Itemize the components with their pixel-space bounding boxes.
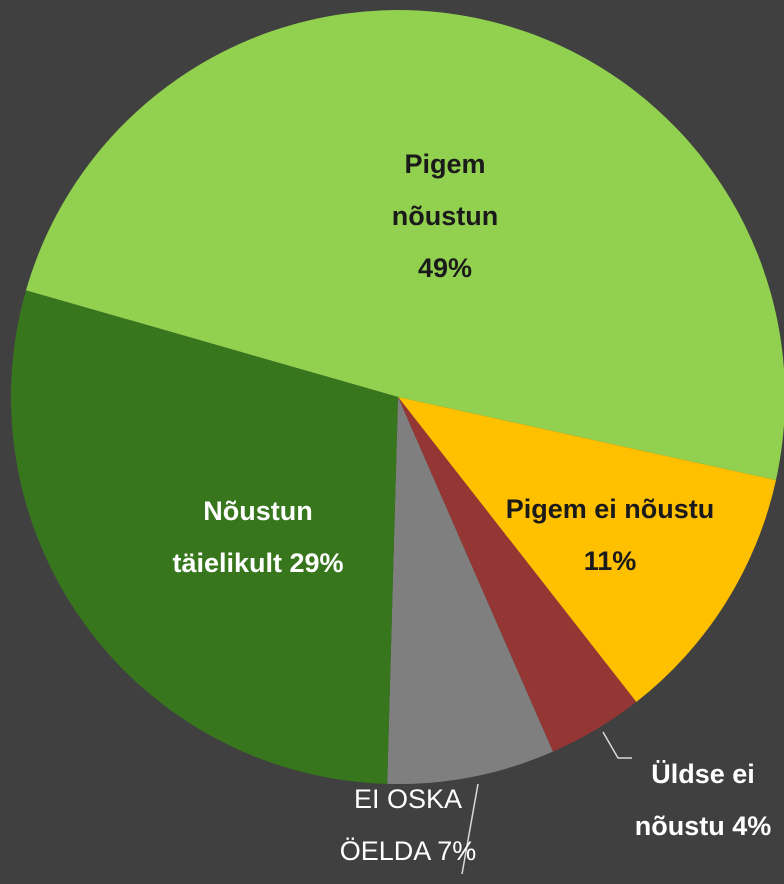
category-label: Pigem nõustun — [391, 149, 499, 231]
value-label: 7% — [437, 836, 477, 866]
slice-label: EI OSKA ÖELDA 7% — [321, 773, 496, 877]
slices — [10, 10, 784, 784]
category-label: Nõustun täielikult — [172, 496, 313, 578]
leader-line — [461, 783, 479, 875]
slice-label: Pigem nõustun 49% — [365, 138, 525, 294]
pie-slice — [387, 397, 553, 784]
category-label: Pigem ei nõustu — [505, 494, 715, 524]
category-label: Üldse ei nõustu — [634, 759, 755, 841]
slice-label: Üldse ei nõustu 4% — [623, 748, 783, 852]
category-label: EI OSKA ÖELDA — [339, 784, 463, 866]
leader-line — [602, 731, 632, 759]
pie-slice — [10, 290, 399, 784]
value-label: 49% — [417, 253, 473, 283]
pie-slice — [398, 397, 776, 702]
slice-label: Nõustun täielikult 29% — [171, 485, 346, 589]
value-label: 29% — [289, 548, 344, 578]
slice-label: Pigem ei nõustu 11% — [503, 483, 718, 587]
value-label: 4% — [732, 811, 772, 841]
pie-slice — [398, 397, 637, 752]
pie-slice — [25, 10, 784, 481]
value-label: 11% — [583, 546, 637, 576]
